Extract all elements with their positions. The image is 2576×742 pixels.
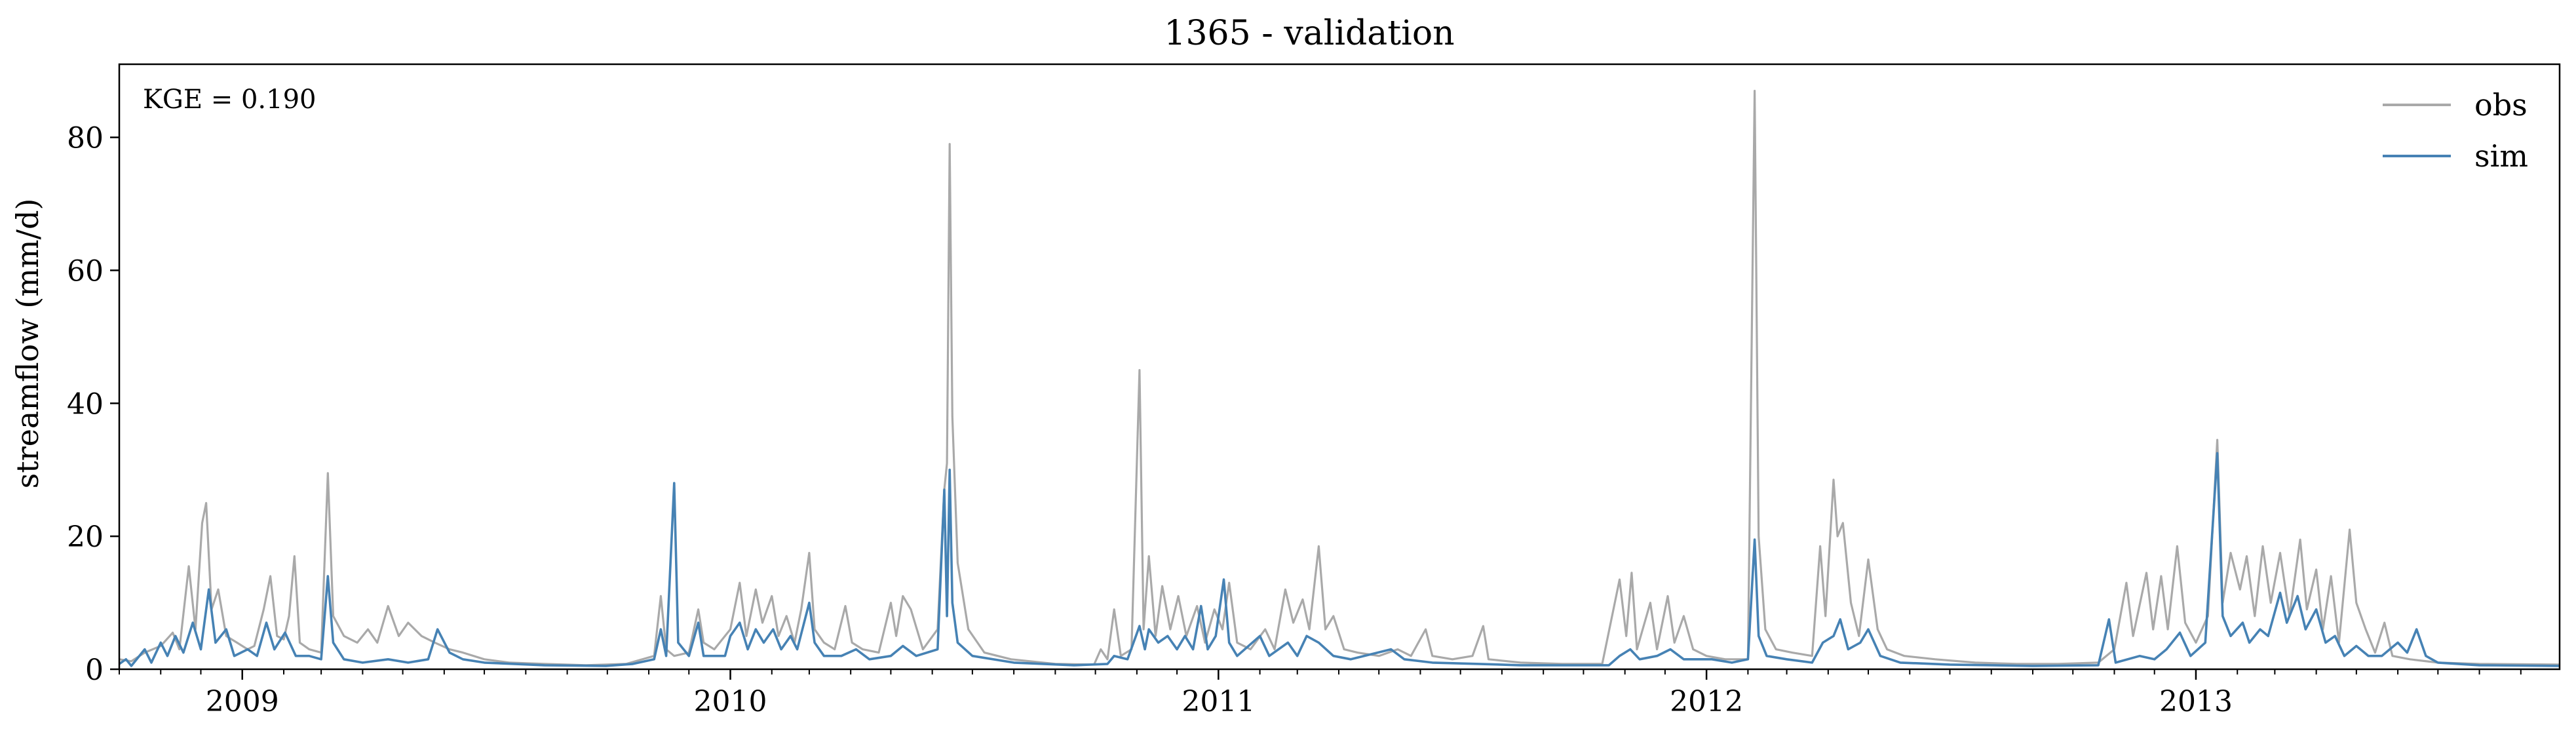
y-axis-label: streamflow (mm/d) <box>10 199 45 489</box>
kge-annotation: KGE = 0.190 <box>143 85 317 115</box>
legend: obs sim <box>2383 87 2528 174</box>
x-tick-label: 2010 <box>694 685 767 718</box>
y-axis-ticks: 0 20 40 60 80 <box>67 122 119 687</box>
y-tick-label: 60 <box>67 254 104 288</box>
series-line-obs <box>119 90 2560 667</box>
x-tick-label: 2013 <box>2159 685 2233 718</box>
plot-frame <box>118 63 2561 671</box>
series-layer <box>118 90 2560 667</box>
series-line-sim <box>118 452 2560 667</box>
y-tick-label: 40 <box>67 387 104 421</box>
y-tick-label: 20 <box>67 520 104 554</box>
y-tick-label: 80 <box>67 122 104 155</box>
y-tick-label: 0 <box>85 654 104 687</box>
x-tick-label: 2011 <box>1182 685 1255 718</box>
x-tick-label: 2009 <box>206 685 279 718</box>
x-tick-label: 2012 <box>1670 685 1743 718</box>
chart-title: 1365 - validation <box>1164 14 1454 53</box>
legend-label-obs: obs <box>2474 87 2528 123</box>
x-axis-ticks: 2009 2010 2011 2012 2013 <box>119 669 2522 718</box>
legend-label-sim: sim <box>2474 138 2528 174</box>
